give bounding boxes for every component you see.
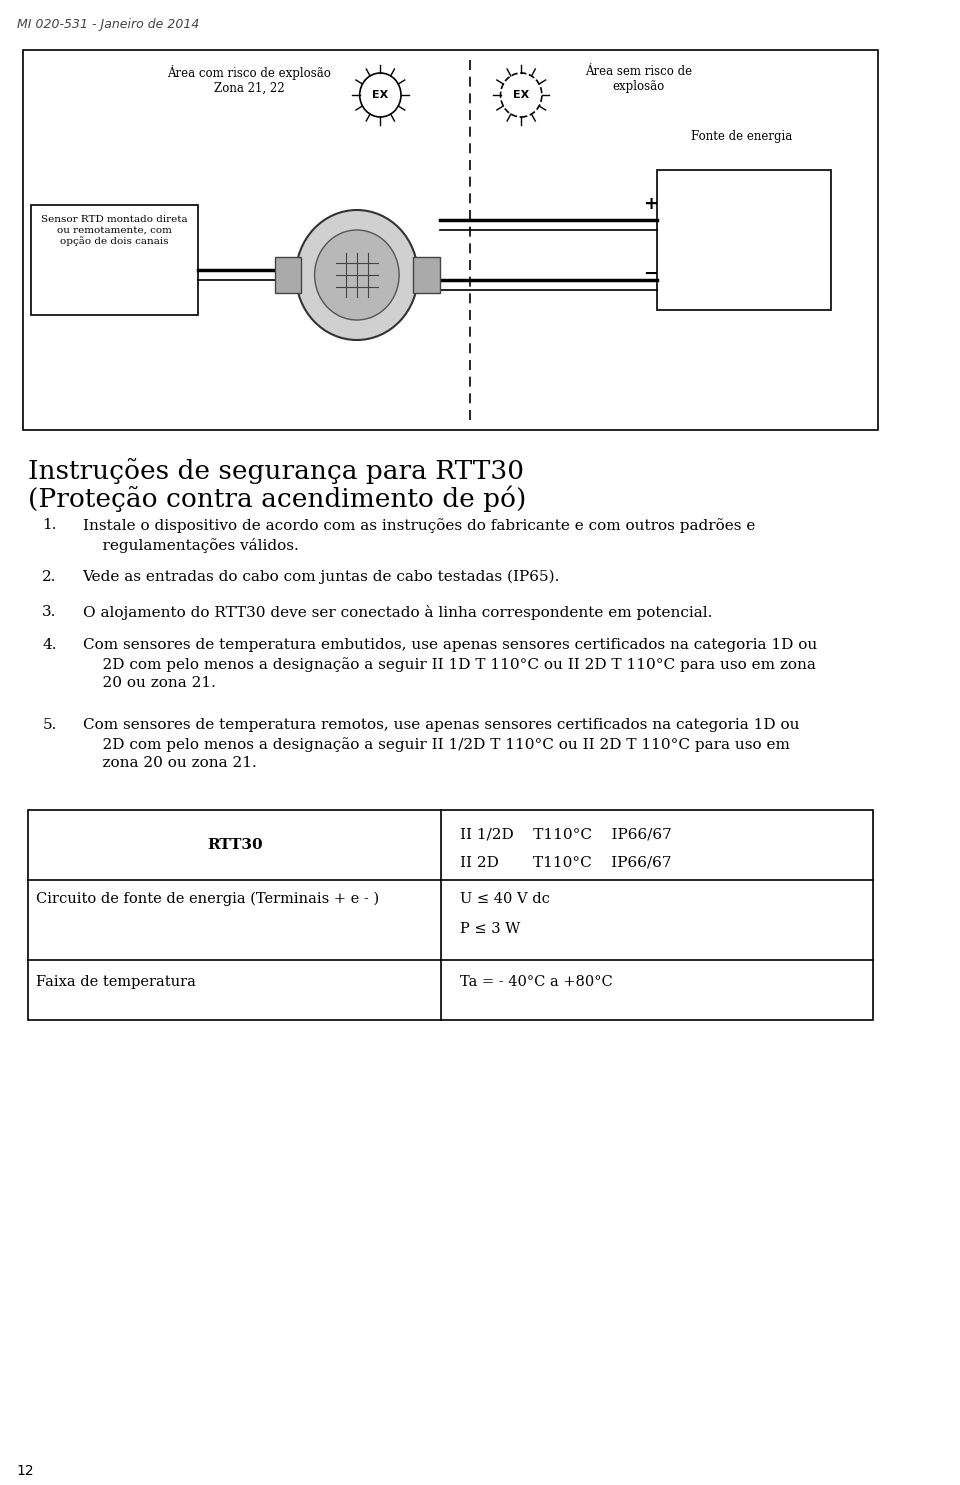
Text: Com sensores de temperatura embutidos, use apenas sensores certificados na categ: Com sensores de temperatura embutidos, u…	[83, 639, 817, 691]
Text: MI 020-531 - Janeiro de 2014: MI 020-531 - Janeiro de 2014	[17, 18, 200, 31]
Circle shape	[315, 230, 399, 319]
Text: Circuito de fonte de energia (Terminais + e - ): Circuito de fonte de energia (Terminais …	[36, 892, 379, 906]
Bar	[276, 257, 301, 293]
Text: Área sem risco de
explosão: Área sem risco de explosão	[585, 65, 692, 94]
Text: Instruções de segurança para RTT30: Instruções de segurança para RTT30	[28, 457, 524, 484]
Text: Área com risco de explosão
Zona 21, 22: Área com risco de explosão Zona 21, 22	[167, 65, 331, 95]
Text: Ta = - 40°C a +80°C: Ta = - 40°C a +80°C	[460, 976, 612, 989]
Text: 2.: 2.	[42, 570, 57, 584]
Text: Instale o dispositivo de acordo com as instruções do fabricante e com outros pad: Instale o dispositivo de acordo com as i…	[83, 518, 755, 552]
Bar	[28, 809, 874, 1020]
Text: II 2D       T110°C    IP66/67: II 2D T110°C IP66/67	[460, 855, 672, 870]
Bar	[413, 257, 440, 293]
Text: U ≤ 40 V dc: U ≤ 40 V dc	[460, 892, 550, 906]
Text: Fonte de energia: Fonte de energia	[691, 131, 793, 143]
Text: Faixa de temperatura: Faixa de temperatura	[36, 976, 196, 989]
Text: 3.: 3.	[42, 604, 57, 619]
Text: RTT30: RTT30	[207, 838, 263, 852]
Text: EX: EX	[513, 91, 529, 99]
Text: (Proteção contra acendimento de pó): (Proteção contra acendimento de pó)	[28, 486, 526, 512]
Bar	[658, 169, 831, 310]
Text: 1.: 1.	[42, 518, 57, 532]
Text: 4.: 4.	[42, 639, 57, 652]
Text: −: −	[643, 264, 659, 284]
Text: 5.: 5.	[42, 719, 57, 732]
Text: 12: 12	[17, 1464, 35, 1478]
Bar	[23, 50, 878, 431]
Text: Sensor RTD montado direta
ou remotamente, com
opção de dois canais: Sensor RTD montado direta ou remotamente…	[41, 215, 188, 245]
Text: Vede as entradas do cabo com juntas de cabo testadas (IP65).: Vede as entradas do cabo com juntas de c…	[83, 570, 560, 585]
Text: O alojamento do RTT30 deve ser conectado à linha correspondente em potencial.: O alojamento do RTT30 deve ser conectado…	[83, 604, 712, 621]
Text: II 1/2D    T110°C    IP66/67: II 1/2D T110°C IP66/67	[460, 829, 672, 842]
Text: P ≤ 3 W: P ≤ 3 W	[460, 922, 520, 936]
Circle shape	[360, 73, 401, 117]
Circle shape	[296, 209, 418, 340]
Bar	[31, 205, 198, 315]
Text: EX: EX	[372, 91, 389, 99]
Text: +: +	[643, 195, 659, 212]
Circle shape	[500, 73, 541, 117]
Text: Com sensores de temperatura remotos, use apenas sensores certificados na categor: Com sensores de temperatura remotos, use…	[83, 719, 799, 771]
